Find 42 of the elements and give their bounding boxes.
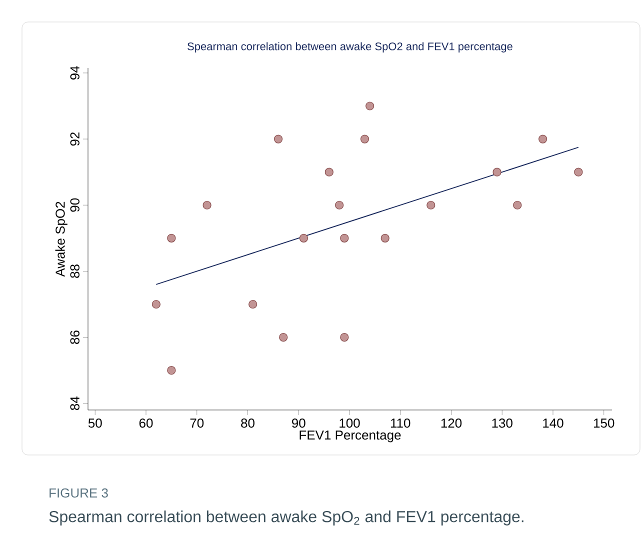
- point: [513, 200, 522, 210]
- point: [167, 234, 176, 242]
- x-axis-title: FEV1 Percentage: [300, 430, 401, 442]
- point: [299, 234, 308, 242]
- x-tick-label: 130: [492, 418, 512, 428]
- point: [360, 134, 370, 144]
- point: [274, 134, 283, 144]
- x-tick-label: 80: [241, 418, 254, 428]
- point: [152, 300, 160, 309]
- y-tick-label: 86: [70, 330, 80, 344]
- x-tick-label: 50: [88, 418, 102, 428]
- y-tick-label: 88: [70, 264, 80, 278]
- text: Spearman correlation between awake SpO$_{2}$ and FEV1 percentage.: [49, 510, 524, 526]
- point: [340, 332, 349, 342]
- y-tick-label: 94: [70, 66, 80, 80]
- point: [202, 200, 212, 210]
- point: [380, 234, 390, 242]
- point: [574, 168, 583, 176]
- point: [340, 234, 349, 242]
- y-tick-label: 90: [70, 198, 80, 212]
- caption: FIGURE 3: [50, 488, 108, 498]
- point: [538, 134, 548, 144]
- point: [366, 102, 374, 110]
- point: [426, 200, 436, 210]
- x-tick-label: 100: [340, 418, 360, 428]
- point: [324, 168, 334, 176]
- point: [492, 168, 502, 176]
- x-tick-label: 140: [543, 418, 564, 428]
- point: [335, 200, 344, 210]
- y-axis-title: Awake SpO2: [55, 202, 68, 277]
- x-tick-label: 150: [594, 418, 614, 428]
- x-tick-label: 70: [190, 418, 204, 428]
- y-tick-label: 92: [70, 132, 80, 146]
- chart-title: Spearman correlation between awake SpO2 and FEV1 percentage: [188, 42, 512, 52]
- x-tick-label: 110: [390, 418, 410, 428]
- point: [248, 300, 258, 309]
- y-tick-label: 84: [70, 396, 80, 410]
- point: [167, 366, 176, 375]
- point: [279, 332, 288, 342]
- x-tick-label: 120: [441, 418, 462, 428]
- x-tick-label: 60: [139, 418, 153, 428]
- x-tick-label: 90: [292, 418, 306, 428]
